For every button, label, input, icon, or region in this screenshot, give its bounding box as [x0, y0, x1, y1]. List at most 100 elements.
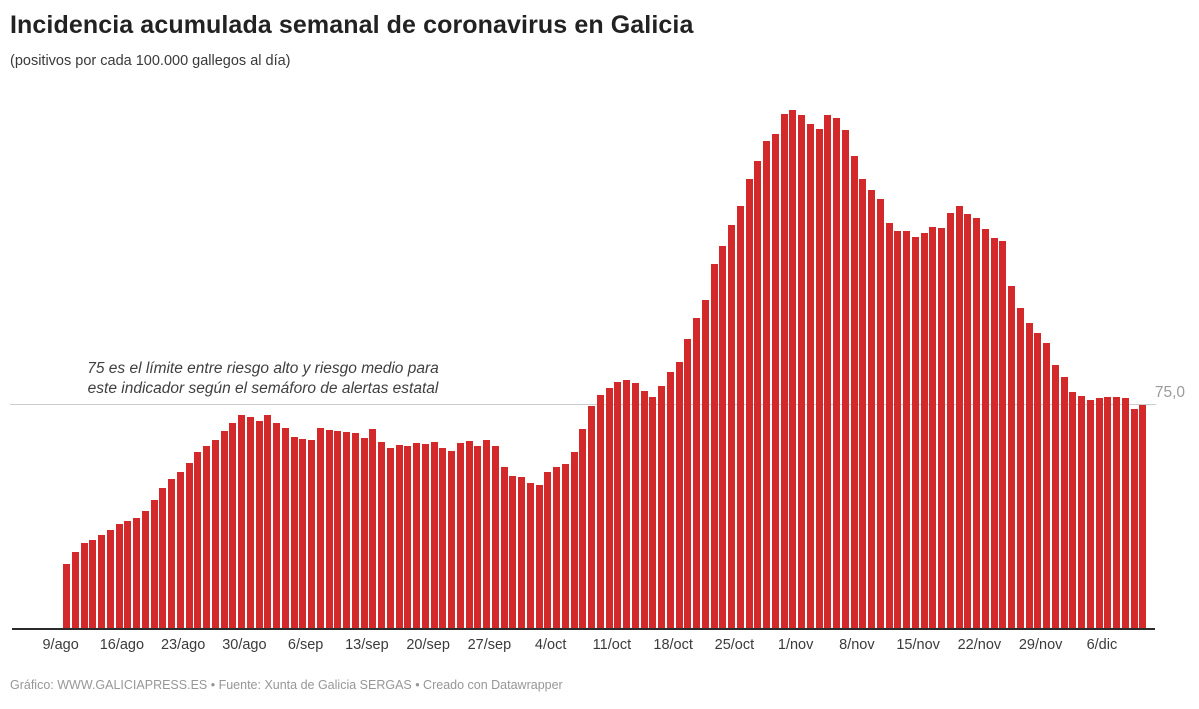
- bar: [290, 437, 298, 629]
- x-axis-line: [12, 628, 1155, 630]
- bar: [246, 416, 254, 629]
- bar: [806, 123, 814, 629]
- x-tick-label: 8/nov: [839, 637, 875, 653]
- bar: [465, 441, 473, 629]
- bar: [920, 232, 928, 629]
- bar: [439, 447, 447, 629]
- reference-line-label: 75,0: [1154, 384, 1185, 401]
- bar: [168, 479, 176, 629]
- bar: [780, 113, 788, 629]
- bar: [964, 214, 972, 629]
- x-tick-label: 30/ago: [222, 637, 267, 653]
- bar: [544, 471, 552, 629]
- x-tick-label: 29/nov: [1018, 637, 1063, 653]
- bar: [98, 534, 106, 629]
- bar: [1121, 398, 1129, 629]
- x-tick-label: 22/nov: [957, 637, 1002, 653]
- bar: [868, 189, 876, 629]
- bar: [990, 237, 998, 629]
- bar: [596, 394, 604, 629]
- bar: [1034, 332, 1042, 629]
- x-tick-label: 4/oct: [534, 637, 567, 653]
- bar: [518, 476, 526, 629]
- bar: [369, 429, 377, 629]
- bar: [509, 476, 517, 629]
- x-tick-label: 6/dic: [1086, 637, 1118, 653]
- bar: [264, 415, 272, 629]
- bar: [238, 415, 246, 629]
- bar: [1104, 397, 1112, 629]
- bar: [71, 552, 79, 629]
- x-tick-label: 16/ago: [99, 637, 145, 653]
- bar: [133, 518, 141, 629]
- x-tick-label: 25/oct: [714, 637, 755, 653]
- bar: [526, 482, 534, 629]
- bar: [911, 236, 919, 629]
- bar: [343, 432, 351, 629]
- bar: [798, 114, 806, 629]
- bar: [413, 442, 421, 629]
- bar: [474, 445, 482, 629]
- bar: [1095, 397, 1103, 629]
- annotation-line-1: 75 es el límite entre riesgo alto y ries…: [87, 360, 439, 377]
- bar: [1060, 377, 1068, 629]
- bar: [203, 446, 211, 629]
- bar: [973, 217, 981, 629]
- x-tick-label: 23/ago: [160, 637, 206, 653]
- annotation-line-2: este indicador según el semáforo de aler…: [87, 380, 439, 397]
- bar: [850, 156, 858, 629]
- bar: [194, 452, 202, 629]
- bar: [63, 564, 71, 629]
- bar: [351, 432, 359, 629]
- bar: [815, 129, 823, 629]
- bar: [833, 117, 841, 629]
- bar: [693, 317, 701, 629]
- attribution-footer: Gráfico: WWW.GALICIAPRESS.ES • Fuente: X…: [10, 678, 563, 692]
- bar: [841, 129, 849, 629]
- bar: [640, 391, 648, 629]
- bar: [255, 421, 263, 629]
- bar: [588, 405, 596, 629]
- bar: [946, 213, 954, 629]
- bar: [1086, 400, 1094, 629]
- bar: [736, 205, 744, 629]
- x-tick-label: 1/nov: [777, 637, 814, 653]
- bar: [325, 429, 333, 629]
- x-tick-label: 9/ago: [42, 637, 79, 653]
- bar: [1113, 397, 1121, 629]
- bar: [1043, 343, 1051, 629]
- bar: [421, 444, 429, 629]
- bar: [281, 428, 289, 629]
- bar: [719, 246, 727, 629]
- x-tick-label: 6/sep: [287, 637, 324, 653]
- bar: [701, 300, 709, 629]
- bar: [981, 229, 989, 629]
- bar: [684, 339, 692, 629]
- bar: [658, 385, 666, 629]
- bar: [386, 447, 394, 629]
- bar: [299, 438, 307, 629]
- x-tick-label: 11/oct: [592, 637, 632, 653]
- bar: [885, 223, 893, 629]
- bar: [229, 422, 237, 629]
- bar: [448, 450, 456, 629]
- bar: [1025, 322, 1033, 629]
- bar: [360, 438, 368, 629]
- bar: [176, 471, 184, 629]
- bar: [771, 133, 779, 629]
- bar: [491, 446, 499, 629]
- chart-title: Incidencia acumulada semanal de coronavi…: [10, 11, 694, 39]
- bar: [903, 231, 911, 629]
- bar: [273, 422, 281, 629]
- bar: [929, 226, 937, 629]
- bar: [185, 462, 193, 629]
- bar: [859, 179, 867, 629]
- bar: [1078, 395, 1086, 629]
- bar: [623, 379, 631, 629]
- bar: [710, 264, 718, 629]
- bar: [80, 543, 88, 629]
- bar: [754, 161, 762, 629]
- bar: [1069, 392, 1077, 629]
- bar: [675, 362, 683, 629]
- bar: [334, 431, 342, 629]
